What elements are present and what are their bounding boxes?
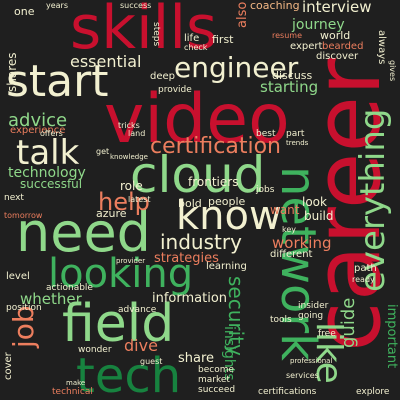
word-skills: skills: [70, 0, 218, 63]
word-shares: shares: [5, 52, 19, 92]
word-essential: essential: [70, 52, 142, 71]
word-cover: cover: [3, 352, 14, 380]
word-frontiers: frontiers: [188, 175, 239, 189]
word-provide: provide: [158, 85, 192, 95]
word-jobs: jobs: [256, 185, 275, 195]
word-talk: talk: [16, 133, 80, 173]
word-journey: journey: [292, 17, 345, 33]
word-check: check: [184, 43, 208, 52]
word-steps: steps: [151, 22, 161, 47]
word-guide: guide: [338, 297, 359, 348]
word-success: success: [120, 1, 152, 10]
word-explore: explore: [356, 387, 390, 397]
word-dive: dive: [124, 336, 158, 355]
word-advance: advance: [118, 305, 157, 315]
word-free: free: [318, 329, 336, 339]
word-tools: tools: [270, 315, 292, 325]
word-look: look: [302, 195, 327, 209]
word-land: land: [128, 129, 146, 138]
word-want: want: [270, 203, 300, 217]
word-discuss: discuss: [272, 69, 313, 82]
word-start: start: [6, 56, 109, 107]
word-position: position: [6, 303, 42, 313]
word-advice: advice: [8, 110, 68, 131]
word-world: world: [320, 29, 351, 42]
word-deep: deep: [150, 71, 175, 82]
word-level: level: [6, 271, 30, 282]
word-market: market: [198, 375, 230, 385]
word-starting: starting: [260, 78, 319, 96]
word-gives: gives: [388, 60, 397, 82]
word-role: role: [120, 179, 143, 193]
word-provider: provider: [116, 257, 146, 265]
word-path: path: [354, 263, 377, 274]
word-tricks: tricks: [118, 121, 140, 130]
word-become: become: [198, 365, 235, 375]
word-technical: technical: [52, 387, 93, 397]
word-resume: resume: [272, 31, 302, 40]
word-successful: successful: [20, 177, 83, 191]
word-going: going: [298, 311, 324, 321]
word-ready: ready: [352, 275, 375, 284]
word-best: best: [256, 129, 276, 139]
word-always: always: [376, 30, 387, 65]
word-guest: guest: [140, 357, 163, 366]
word-expert: expert: [290, 41, 323, 52]
word-offers: offers: [40, 129, 63, 138]
word-get: get: [96, 147, 110, 156]
word-also: also: [235, 1, 250, 28]
word-services: services: [286, 371, 319, 380]
word-field: field: [62, 294, 175, 354]
word-professional: professional: [290, 357, 333, 365]
word-video: video: [104, 80, 290, 159]
word-whether: whether: [20, 290, 82, 308]
word-certification: certification: [150, 134, 281, 159]
word-share: share: [178, 351, 215, 366]
word-key: key: [282, 225, 297, 234]
word-bearded: bearded: [322, 41, 364, 52]
word-coaching: coaching: [250, 0, 300, 12]
word-one: one: [14, 5, 35, 18]
word-interview: interview: [302, 0, 372, 16]
word-tomorrow: tomorrow: [4, 211, 43, 220]
word-people: people: [208, 195, 246, 208]
word-azure: azure: [96, 207, 127, 220]
word-industry: industry: [160, 230, 242, 254]
word-technology: technology: [8, 165, 86, 181]
word-need: need: [16, 201, 151, 264]
word-actionable: actionable: [46, 283, 93, 293]
word-looking: looking: [48, 251, 194, 297]
word-working: working: [272, 234, 332, 252]
word-cloud: cloud: [130, 146, 266, 204]
word-learning: learning: [206, 261, 247, 272]
word-experience: experience: [10, 125, 66, 136]
word-part: part: [286, 129, 305, 139]
word-life: life: [184, 33, 200, 44]
word-help: help: [98, 188, 150, 216]
word-first: first: [212, 33, 234, 46]
word-certifications: certifications: [258, 387, 317, 397]
word-engineer: engineer: [174, 51, 299, 84]
word-latest: latest: [128, 195, 151, 204]
word-different: different: [270, 249, 313, 260]
word-discover: discover: [316, 51, 359, 62]
word-insider: insider: [298, 301, 329, 311]
word-make: make: [66, 379, 86, 387]
word-important: important: [384, 304, 399, 369]
word-wonder: wonder: [78, 345, 112, 355]
word-bold: bold: [178, 197, 202, 210]
word-next: next: [4, 193, 24, 203]
word-know: know: [176, 193, 282, 239]
word-years: years: [46, 1, 69, 10]
word-succeed: succeed: [198, 385, 236, 395]
word-tech: tech: [76, 348, 182, 400]
word-knowledge: knowledge: [110, 153, 148, 161]
word-trends: trends: [286, 139, 309, 147]
word-information: information: [152, 291, 228, 306]
word-build: build: [304, 209, 334, 223]
word-strategies: strategies: [154, 251, 219, 266]
